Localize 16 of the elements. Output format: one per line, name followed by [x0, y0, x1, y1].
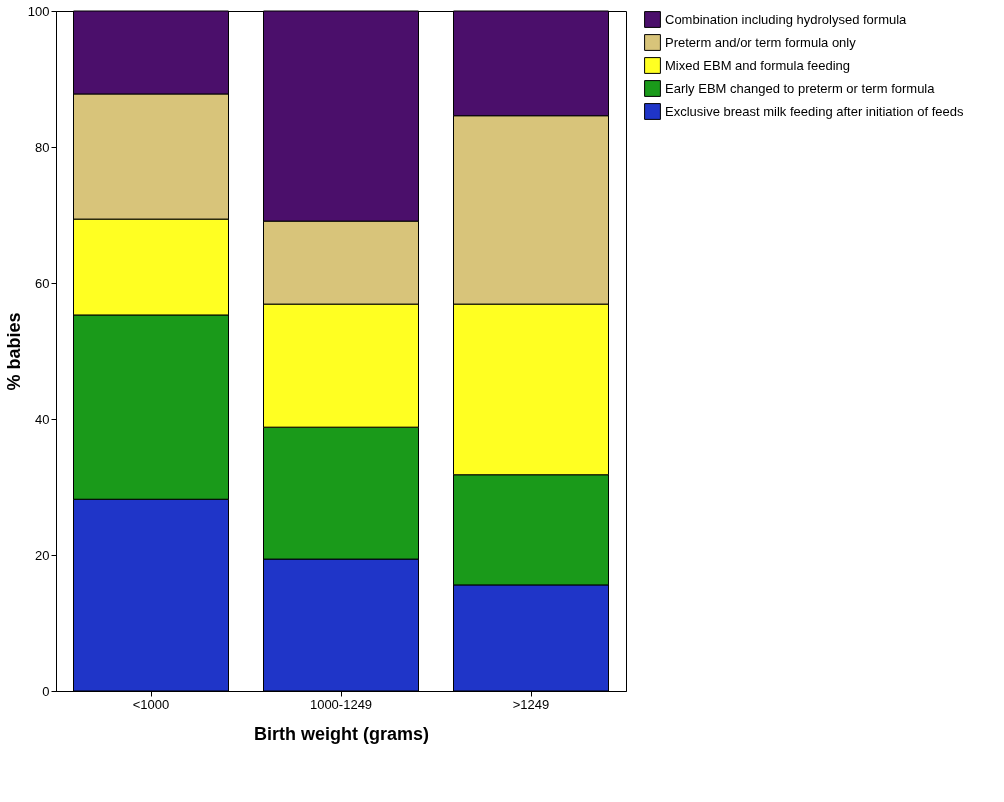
legend-label: Early EBM changed to preterm or term formula — [665, 80, 936, 96]
legend-label: Mixed EBM and formula feeding — [665, 57, 850, 73]
x-tick-label: 1000-1249 — [309, 696, 373, 712]
y-tick-label: 60 — [35, 275, 50, 291]
x-tick-label: <1000 — [132, 696, 170, 712]
y-tick-label: 40 — [35, 411, 50, 427]
y-tick-label: 100 — [27, 3, 50, 19]
legend-label: Exclusive breast milk feeding after initiation of feeds — [665, 103, 964, 119]
legend-label: Combination including hydrolysed formula — [665, 11, 908, 27]
y-tick-label: 0 — [42, 683, 50, 699]
y-tick-label: 80 — [35, 139, 50, 155]
legend-label: Preterm and/or term formula only — [665, 34, 857, 50]
y-tick-label: 20 — [35, 547, 50, 563]
x-axis-title: Birth weight (grams) — [253, 723, 430, 744]
y-axis-title: % babies — [3, 312, 24, 391]
x-tick-label: >1249 — [512, 696, 550, 712]
